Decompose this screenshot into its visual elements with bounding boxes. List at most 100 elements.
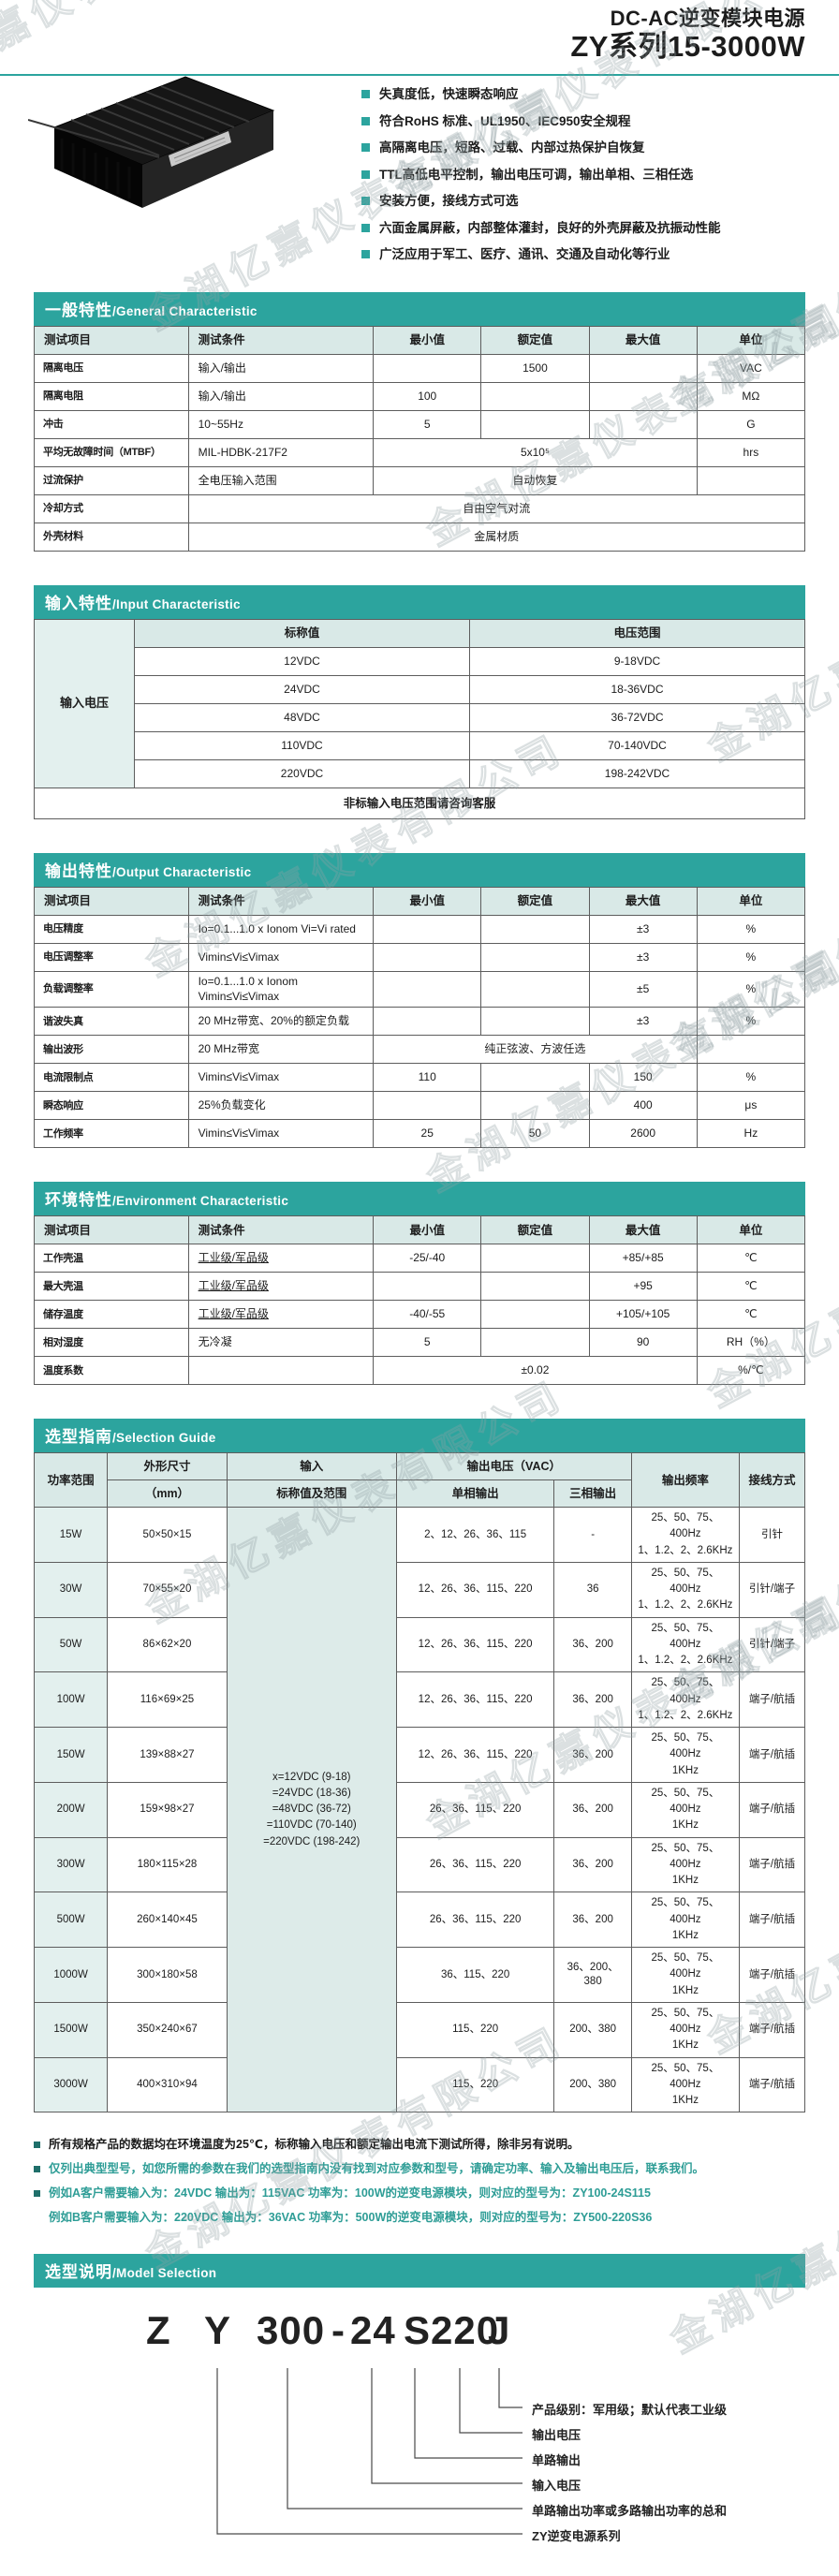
note-item: 例如A客户需要输入为：24VDC 输出为：115VAC 功率为：100W的逆变电…	[34, 2186, 805, 2201]
table-cell: 5x10⁵	[373, 438, 698, 467]
output-table: 测试项目 测试条件 最小值 额定值 最大值 单位 电压精度 Io=0.1...1.0 x Io…	[34, 887, 806, 1149]
table-cell: 输入/输出	[187, 354, 375, 383]
table-cell: 36、200	[553, 1892, 632, 1949]
column-header-cell: 标称值及范围	[226, 1479, 397, 1509]
square-bullet-icon	[361, 250, 370, 259]
section-title-en: /Environment Characteristic	[112, 1194, 289, 1209]
table-cell: 全电压输入范围	[187, 466, 375, 495]
table-cell: 隔离电阻	[34, 382, 189, 411]
table-row: 1000W 300×180×58 36、115、220 36、200、380 25、50…	[33, 1947, 805, 2003]
table-cell	[480, 382, 590, 411]
table-cell: 36、200	[553, 1781, 632, 1838]
column-header-cell: 标称值	[133, 619, 470, 648]
table-row: 工作频率 Vimin≤Vi≤Vimax 25 50 2600 Hz	[34, 1119, 806, 1149]
section-selection-guide: 选型指南 /Selection Guide 功率范围 外形尺寸 输入 输出电压（VAC…	[33, 1419, 805, 2113]
table-cell: 260×140×45	[107, 1892, 228, 1949]
table-cell: 25、50、75、400Hz 1KHz	[630, 2001, 741, 2058]
table-row: 电流限制点 Vimin≤Vi≤Vimax 110 150%	[34, 1063, 806, 1093]
table-cell: 1500	[480, 354, 590, 383]
section-title-en: /Model Selection	[112, 2265, 217, 2280]
feature-text: 广泛应用于军工、医疗、通讯、交通及自动化等行业	[379, 247, 670, 262]
table-cell: 金属材质	[187, 523, 806, 552]
model-diagram: Z Y 300-24 S220 J 产品级别：军用级；默认代表工业级 输出电压 单路输出 输入电…	[34, 2295, 805, 2576]
column-header-cell: 最小值	[373, 326, 482, 355]
table-cell: 36、200	[553, 1671, 632, 1729]
table-row: 110VDC 70-140VDC	[35, 731, 806, 760]
section-title-zh: 选型说明	[45, 2262, 112, 2281]
table-row: 负载调整率 Io=0.1...1.0 x Ionom Vimin≤Vi≤Vimax…	[34, 970, 806, 1008]
table-cell: 电压调整率	[34, 943, 189, 972]
feature-item: 高隔离电压，短路、过载、内部过热保护自恢复	[361, 140, 811, 156]
table-cell: 瞬态响应	[34, 1091, 189, 1121]
table-cell: MIL-HDBK-217F2	[187, 438, 375, 467]
table-cell	[696, 466, 806, 495]
table-row: 电压调整率 Vimin≤Vi≤Vimax ±3%	[34, 943, 806, 972]
table-cell: 50W	[33, 1616, 109, 1673]
table-cell: 100	[373, 382, 482, 411]
table-cell: 400	[588, 1091, 698, 1121]
table-cell: 25、50、75、400Hz 1、1.2、2、2.6KHz	[630, 1561, 741, 1618]
section-title-en: /General Characteristic	[112, 304, 258, 318]
table-cell: 50	[480, 1119, 590, 1149]
table-cell: 36	[553, 1561, 632, 1618]
table-cell: 端子/航插	[739, 2056, 805, 2113]
table-cell: 1500W	[33, 2001, 109, 2058]
table-cell: 150W	[33, 1727, 109, 1783]
table-cell: 20 MHz带宽、20%的额定负载	[187, 1007, 375, 1037]
feature-text: 高隔离电压，短路、过载、内部过热保护自恢复	[379, 140, 645, 155]
environment-table: 测试项目 测试条件 最小值 额定值 最大值 单位 工作壳温 工业级/军品级 -25/-40 +85…	[34, 1215, 806, 1386]
table-row: 功率范围 外形尺寸 输入 输出电压（VAC） 输出频率 接线方式	[33, 1452, 805, 1509]
table-cell: 端子/航插	[739, 1836, 805, 1893]
column-header-cell: 输入	[226, 1452, 397, 1481]
table-cell: 25、50、75、400Hz 1KHz	[630, 1836, 741, 1893]
table-row: 500W 260×140×45 26、36、115、220 36、200 25、50、7…	[33, 1892, 805, 1949]
feature-text: TTL高低电平控制，输出电压可调，输出单相、三相任选	[379, 167, 694, 182]
table-row: 温度系数 ±0.02 %/℃	[34, 1356, 806, 1386]
table-cell: 2、12、26、36、115	[395, 1507, 555, 1563]
table-cell: 端子/航插	[739, 2001, 805, 2058]
table-cell: 12、26、36、115、220	[395, 1616, 555, 1673]
square-bullet-icon	[34, 2166, 40, 2173]
table-cell: 100W	[33, 1671, 109, 1729]
column-header-cell: 最小值	[373, 887, 482, 916]
table-row: 相对湿度 无冷凝 5 90 RH（%）	[34, 1328, 806, 1358]
feature-item: 广泛应用于军工、医疗、通讯、交通及自动化等行业	[361, 246, 811, 263]
table-cell: 25、50、75、400Hz 1、1.2、2、2.6KHz	[630, 1616, 741, 1673]
table-cell: 36、200	[553, 1727, 632, 1783]
table-cell: 18-36VDC	[468, 675, 806, 704]
note-text: 例如A客户需要输入为：24VDC 输出为：115VAC 功率为：100W的逆变电…	[49, 2186, 651, 2201]
table-cell	[480, 1063, 590, 1093]
table-row: 工作壳温 工业级/军品级 -25/-40 +85/+85 ℃	[34, 1244, 806, 1273]
table-row: 测试项目 测试条件 最小值 额定值 最大值 单位	[34, 887, 806, 916]
square-bullet-icon	[361, 90, 370, 98]
model-label: 输入电压	[532, 2478, 581, 2493]
table-cell	[373, 970, 482, 1008]
table-cell: 25、50、75、400Hz 1、1.2、2、2.6KHz	[630, 1507, 741, 1563]
table-row: 冷却方式 自由空气对流	[34, 494, 806, 523]
table-cell: 70-140VDC	[468, 731, 806, 760]
table-cell: 115、220	[395, 2001, 555, 2058]
table-cell: Vimin≤Vi≤Vimax	[187, 943, 375, 972]
square-bullet-icon	[361, 197, 370, 206]
notes-list: 所有规格产品的数据均在环境温度为25℃，标称输入电压和额定输出电流下测试所得，除…	[34, 2137, 805, 2226]
table-cell: 工作壳温	[34, 1244, 189, 1273]
table-cell: 25%负载变化	[187, 1091, 375, 1121]
table-cell: -25/-40	[373, 1244, 482, 1273]
table-cell: 198-242VDC	[468, 759, 806, 788]
table-cell: 50×50×15	[107, 1507, 228, 1563]
section-bar-environment: 环境特性 /Environment Characteristic	[34, 1182, 805, 1216]
column-header-cell: 测试条件	[187, 887, 375, 916]
table-cell: +105/+105	[588, 1300, 698, 1330]
table-row: 220VDC 198-242VDC	[35, 759, 806, 788]
table-cell: 116×69×25	[107, 1671, 228, 1729]
table-cell: 输入/输出	[187, 382, 375, 411]
table-cell: 220VDC	[133, 759, 470, 788]
table-row: 平均无故障时间（MTBF） MIL-HDBK-217F2 5x10⁵ hrs	[34, 438, 806, 467]
table-row: 输出波形 20 MHz带宽 纯正弦波、方波任选	[34, 1035, 806, 1065]
table-cell: 2600	[588, 1119, 698, 1149]
table-cell: 5	[373, 410, 482, 439]
section-title-zh: 环境特性	[45, 1191, 112, 1210]
table-cell: 10~55Hz	[187, 410, 375, 439]
table-cell: %	[696, 970, 806, 1008]
table-cell	[696, 1035, 806, 1065]
